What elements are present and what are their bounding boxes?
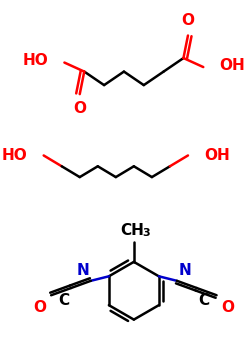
Text: C: C: [58, 293, 69, 308]
Text: CH: CH: [120, 223, 144, 238]
Text: O: O: [221, 300, 234, 315]
Text: O: O: [73, 102, 86, 116]
Text: N: N: [76, 263, 89, 278]
Text: OH: OH: [204, 148, 230, 163]
Text: HO: HO: [2, 148, 28, 163]
Text: O: O: [182, 13, 194, 28]
Text: OH: OH: [220, 58, 245, 73]
Text: C: C: [198, 293, 210, 308]
Text: N: N: [179, 263, 192, 278]
Text: O: O: [34, 300, 47, 315]
Text: HO: HO: [22, 53, 48, 68]
Text: 3: 3: [142, 228, 150, 238]
